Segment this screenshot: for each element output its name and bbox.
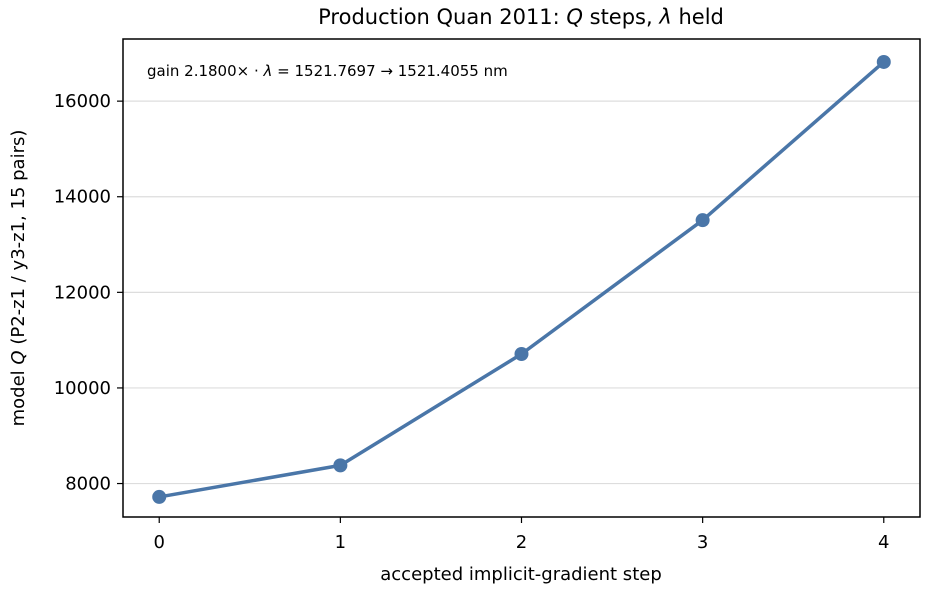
data-point <box>876 54 891 69</box>
y-axis-label-part-0: model <box>8 365 29 427</box>
chart-title-part-1: Q <box>566 5 583 29</box>
data-point <box>152 489 167 504</box>
chart-title-part-3: λ <box>658 5 671 29</box>
gain-annotation-part-0: gain 2.1800× · <box>147 62 264 80</box>
plot-frame <box>122 38 921 518</box>
y-tick-label: 12000 <box>54 282 111 303</box>
chart-title: Production Quan 2011: Q steps, λ held <box>318 5 724 29</box>
chart-title-part-0: Production Quan 2011: <box>318 5 566 29</box>
y-axis-label-part-2: (P2-z1 / y3-z1, 15 pairs) <box>8 130 29 351</box>
chart-title-part-2: steps, <box>583 5 659 29</box>
series-line <box>158 60 885 499</box>
gain-annotation-part-1: λ <box>263 62 273 80</box>
x-axis-label: accepted implicit-gradient step <box>380 564 662 585</box>
data-point <box>514 347 529 362</box>
series-q <box>152 54 891 504</box>
x-tick-label: 4 <box>878 532 889 553</box>
x-tick-label: 2 <box>516 532 527 553</box>
y-tick-label: 8000 <box>65 474 111 495</box>
gain-annotation-part-2: = 1521.7697 → 1521.4055 nm <box>272 62 507 80</box>
data-point <box>333 458 348 473</box>
y-tick-label: 14000 <box>54 187 111 208</box>
y-tick-label: 16000 <box>54 91 111 112</box>
data-point <box>695 213 710 228</box>
x-tick-label: 0 <box>154 532 165 553</box>
y-axis-label-part-1: Q <box>8 350 29 364</box>
grid-lines <box>123 100 920 485</box>
x-tick-label: 1 <box>335 532 346 553</box>
chart-title-part-4: held <box>672 5 724 29</box>
x-axis-ticks: 0 1 2 3 4 <box>154 517 889 553</box>
y-axis-label: model Q (P2-z1 / y3-z1, 15 pairs) <box>8 130 29 427</box>
y-tick-label: 10000 <box>54 378 111 399</box>
y-axis-ticks: 8000 10000 12000 14000 16000 <box>54 91 123 495</box>
gain-annotation: gain 2.1800× · λ = 1521.7697 → 1521.4055… <box>147 62 508 80</box>
x-tick-label: 3 <box>697 532 708 553</box>
